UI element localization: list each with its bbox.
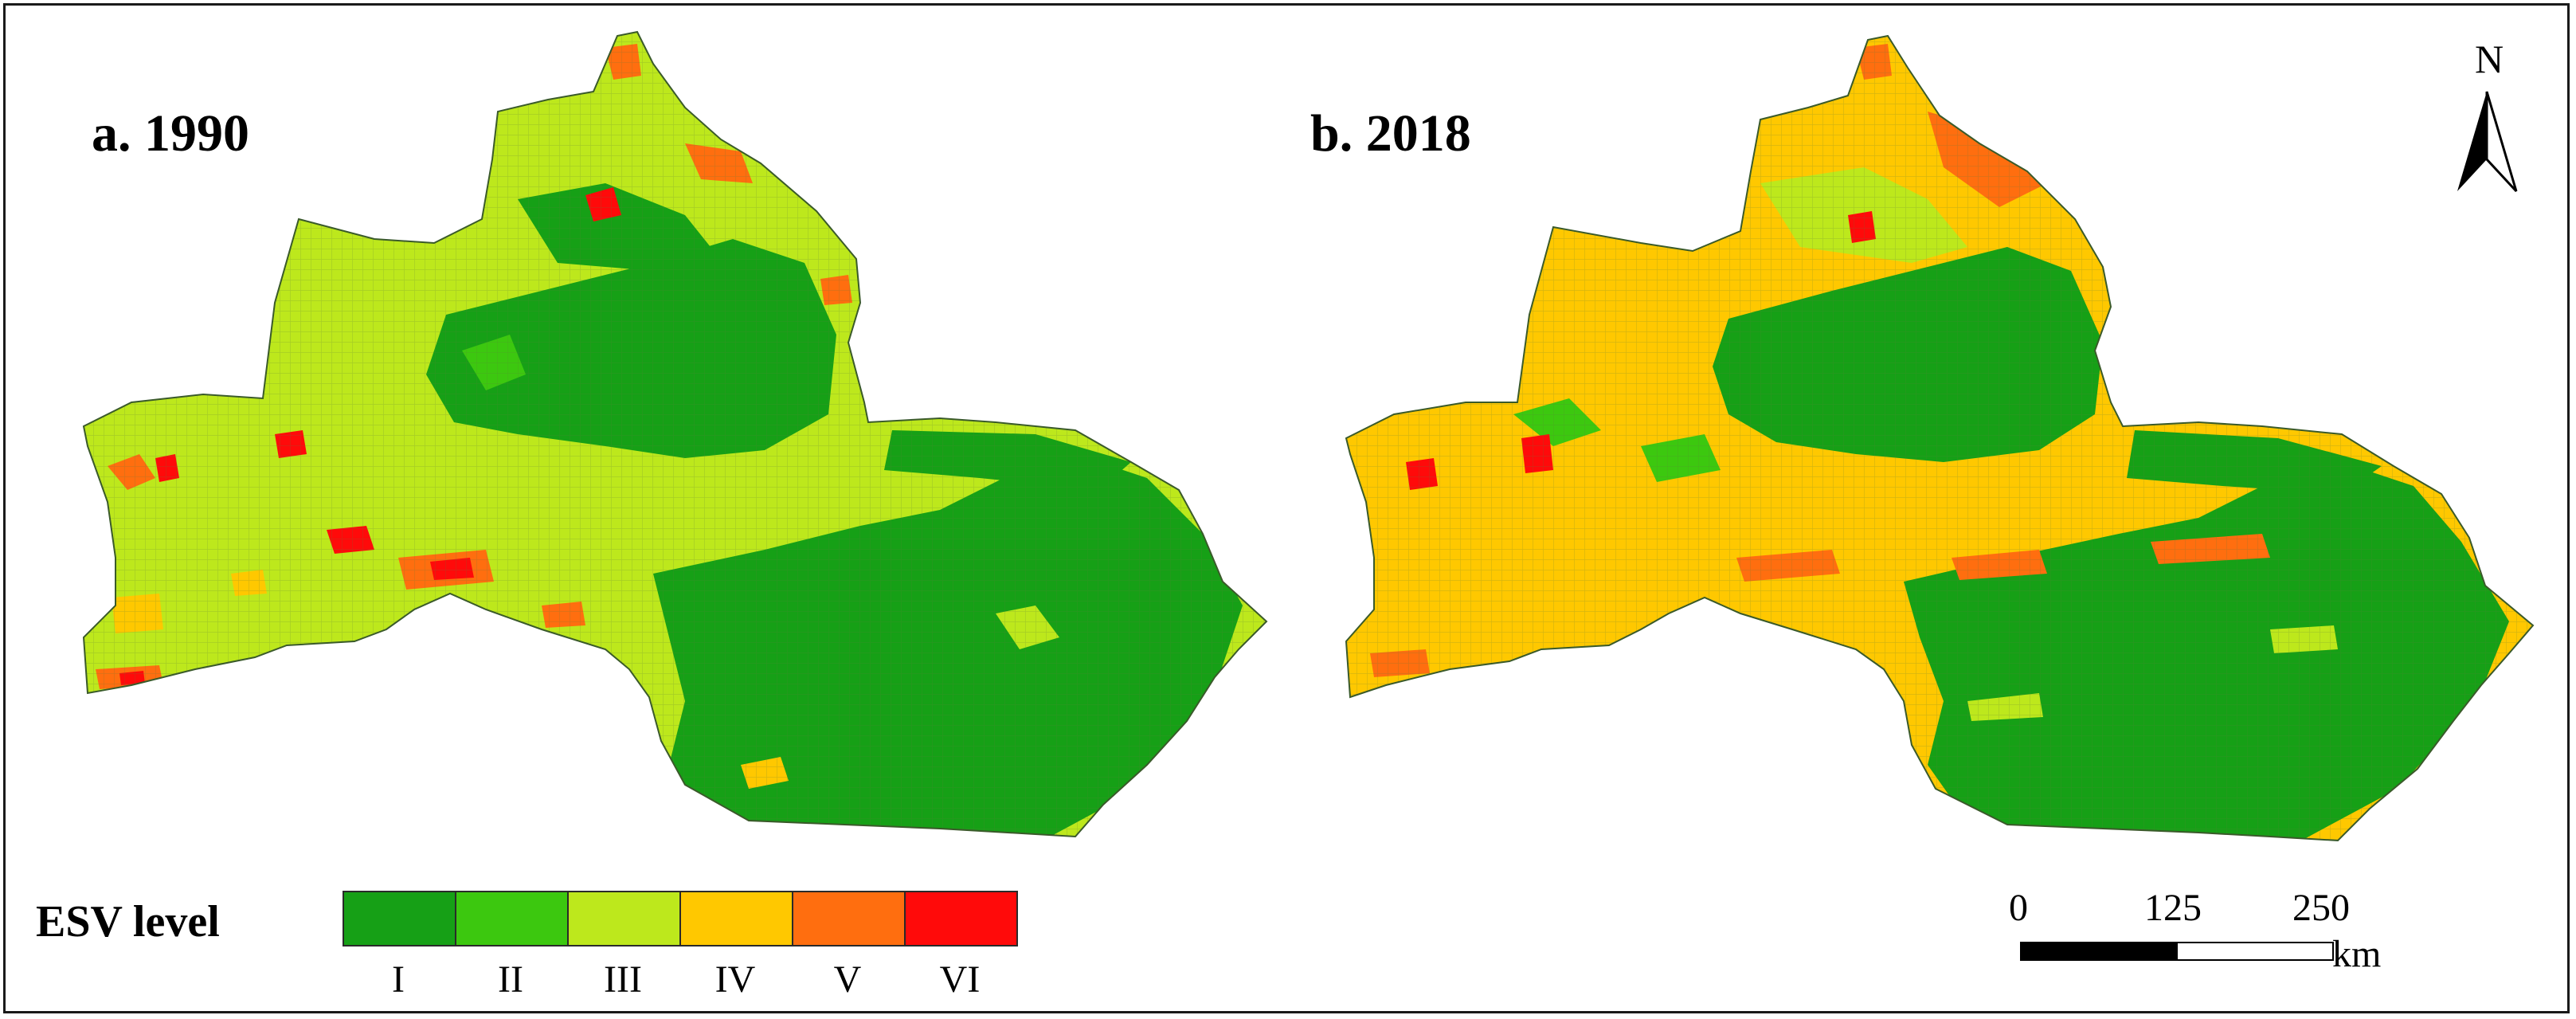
- panel-title-1990: a. 1990: [92, 104, 249, 163]
- legend-label-4: IV: [714, 958, 756, 1001]
- legend-swatch-6: [904, 891, 1018, 946]
- legend-label-6: VI: [939, 958, 981, 1001]
- scale-bar-graphic: [2020, 942, 2334, 961]
- legend-swatch-4: [679, 891, 793, 946]
- scale-unit: km: [2332, 933, 2382, 975]
- legend-label-5: V: [833, 958, 862, 1001]
- north-label: N: [2475, 37, 2504, 81]
- legend-label-2: II: [498, 958, 523, 1001]
- legend-swatch-5: [792, 891, 906, 946]
- scale-tick-125: 125: [2144, 887, 2202, 929]
- map-1990: [84, 32, 1266, 837]
- scale-tick-250: 250: [2292, 887, 2350, 929]
- map-2018: [1346, 36, 2533, 841]
- legend-label-1: I: [392, 958, 405, 1001]
- north-arrow-icon: [2457, 91, 2518, 193]
- panel-title-2018: b. 2018: [1310, 104, 1471, 163]
- legend-swatch-2: [455, 891, 569, 946]
- legend-swatch-3: [567, 891, 681, 946]
- scale-tick-0: 0: [2009, 887, 2028, 929]
- legend-swatch-1: [343, 891, 456, 946]
- legend-title: ESV level: [36, 897, 220, 946]
- legend-label-3: III: [604, 958, 642, 1001]
